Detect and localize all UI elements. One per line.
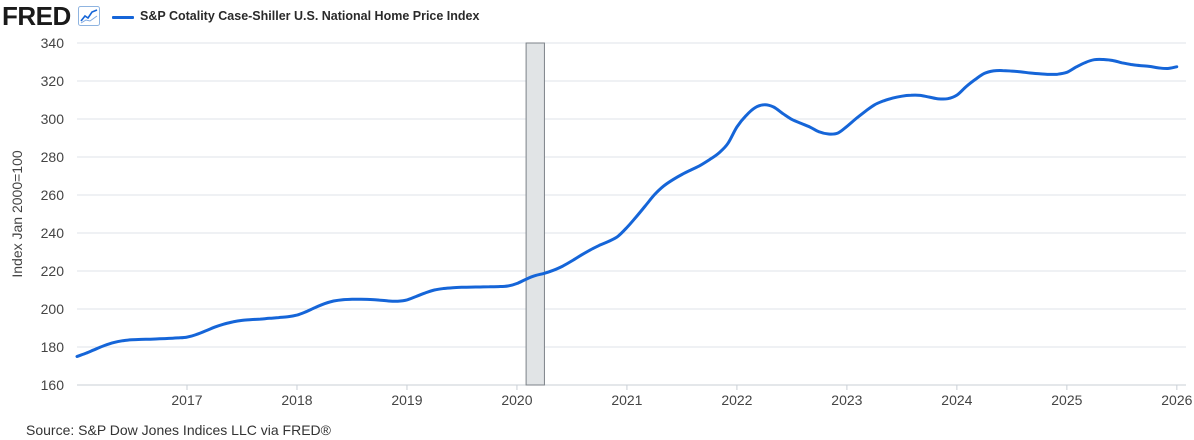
x-tick-label: 2024 [941,392,972,408]
x-tick-label: 2022 [721,392,752,408]
legend-series-label[interactable]: S&P Cotality Case-Shiller U.S. National … [140,9,480,23]
recession-band[interactable] [525,42,545,386]
y-axis-label: Index Jan 2000=100 [9,150,25,277]
y-tick-label: 340 [41,35,65,51]
x-tick-label: 2019 [391,392,422,408]
legend-swatch [112,16,134,19]
line-chart-icon[interactable] [78,6,100,26]
x-axis: 2017 2018 2019 2020 2021 2022 2023 2024 2025 2026 [171,385,1193,408]
series-line[interactable] [75,57,1179,358]
chart-header: FRED S&P Cotality Case-Shiller U.S. Nati… [0,0,1194,34]
source-note: Source: S&P Dow Jones Indices LLC via FR… [26,422,331,438]
y-tick-label: 180 [41,339,65,355]
y-tick-label: 160 [41,377,65,393]
grid-lines [77,42,1186,386]
recession-bands [525,42,545,386]
x-tick-label: 2021 [611,392,642,408]
y-tick-label: 240 [41,225,65,241]
x-tick-label: 2017 [171,392,202,408]
y-tick-label: 220 [41,263,65,279]
x-tick-label: 2025 [1051,392,1082,408]
fred-logo[interactable]: FRED [2,1,71,31]
y-tick-label: 280 [41,149,65,165]
y-tick-label: 300 [41,111,65,127]
x-tick-label: 2018 [281,392,312,408]
y-tick-label: 260 [41,187,65,203]
y-tick-label: 320 [41,73,65,89]
y-axis: 160 180 200 220 240 260 280 300 320 340 [41,35,65,393]
x-tick-label: 2026 [1161,392,1192,408]
series-lines [75,57,1179,358]
x-tick-label: 2023 [831,392,862,408]
x-tick-label: 2020 [501,392,532,408]
y-tick-label: 200 [41,301,65,317]
